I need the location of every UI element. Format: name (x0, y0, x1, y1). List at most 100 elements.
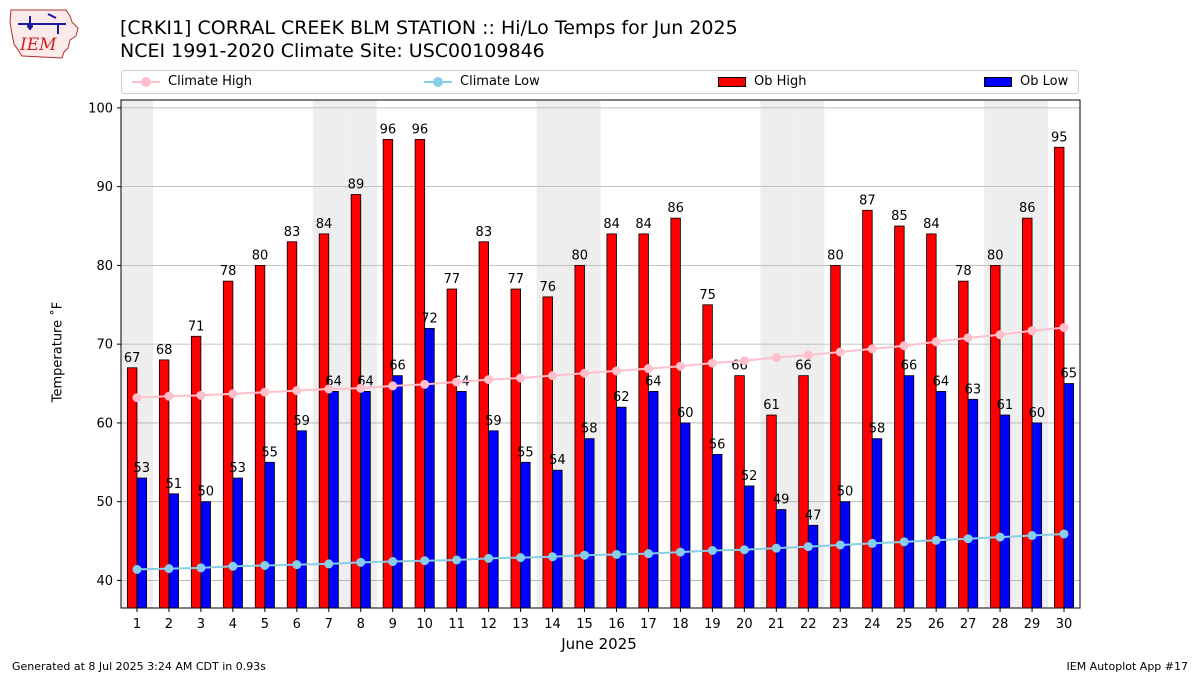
ob-low-value-label-day-21: 49 (773, 493, 790, 508)
ob-low-value-label-day-5: 55 (261, 445, 278, 460)
ob-high-value-label-day-15: 80 (571, 248, 588, 263)
climate-low-point-day-8 (356, 557, 366, 567)
ob-low-bar-day-24 (871, 438, 883, 609)
ob-high-value-label-day-19: 75 (699, 288, 716, 303)
ob-high-value-label-day-22: 66 (795, 359, 812, 374)
climate-high-point-day-25 (899, 341, 909, 351)
ob-high-bar-day-27 (958, 280, 969, 609)
x-tick-label-4: 4 (229, 617, 237, 632)
ob-high-value-label-day-11: 77 (444, 272, 461, 287)
x-tick-label-12: 12 (480, 617, 497, 632)
logo-text: IEM (19, 35, 57, 55)
ob-low-bar-day-5 (264, 461, 275, 609)
ob-low-bar-day-28 (999, 414, 1011, 609)
ob-low-value-label-day-13: 55 (517, 445, 534, 460)
ob-high-value-label-day-17: 84 (635, 217, 652, 232)
ob-low-value-label-day-3: 50 (197, 485, 214, 500)
ob-high-value-label-day-29: 86 (1019, 201, 1036, 216)
ob-low-value-label-day-19: 56 (709, 437, 726, 452)
climate-high-point-day-3 (196, 390, 206, 400)
ob-high-value-label-day-24: 87 (859, 193, 876, 208)
climate-low-point-day-13 (516, 553, 526, 563)
ob-low-value-label-day-28: 61 (997, 398, 1014, 413)
ob-high-value-label-day-26: 84 (923, 217, 940, 232)
climate-high-point-day-21 (771, 353, 781, 363)
climate-low-point-day-16 (611, 549, 621, 559)
climate-high-point-day-28 (995, 330, 1005, 340)
x-tick-label-29: 29 (1024, 617, 1041, 632)
x-tick-label-15: 15 (576, 617, 593, 632)
climate-low-point-day-29 (1027, 531, 1037, 541)
climate-low-point-day-25 (899, 537, 909, 547)
climate-low-point-day-11 (452, 555, 462, 565)
climate-high-line (136, 326, 1065, 399)
ob-high-bar-day-4 (222, 280, 234, 609)
climate-low-point-day-7 (324, 559, 334, 569)
climate-high-point-day-20 (739, 356, 749, 366)
ob-low-bar-day-6 (296, 430, 307, 609)
legend-item-climate-low: Climate Low (424, 74, 540, 89)
x-tick-label-19: 19 (704, 617, 721, 632)
ob-low-value-label-day-26: 64 (933, 374, 950, 389)
ob-low-value-label-day-20: 52 (741, 469, 758, 484)
climate-low-line (136, 532, 1065, 571)
ob-high-value-label-day-13: 77 (508, 272, 525, 287)
ob-low-bar-day-1 (136, 477, 147, 609)
ob-high-value-label-day-12: 83 (476, 225, 493, 240)
plot-frame (120, 99, 1081, 609)
ob-low-bar-day-4 (232, 477, 243, 609)
climate-low-point-day-22 (803, 542, 813, 552)
ob-low-bar-day-8 (360, 391, 371, 609)
climate-low-point-day-30 (1059, 529, 1069, 539)
ob-low-value-label-day-15: 58 (581, 422, 598, 437)
ob-high-bar-day-7 (318, 233, 330, 609)
y-tick-label-80: 80 (96, 259, 113, 274)
ob-low-bar-day-22 (807, 524, 819, 609)
climate-high-point-day-8 (356, 383, 366, 393)
ob-high-value-label-day-25: 85 (891, 209, 908, 224)
x-tick-label-24: 24 (864, 617, 881, 632)
y-tick-label-100: 100 (88, 101, 113, 116)
climate-high-line-marker-icon (132, 75, 160, 89)
climate-low-point-day-3 (196, 563, 206, 573)
ob-high-value-label-day-16: 84 (603, 217, 620, 232)
climate-high-point-day-2 (164, 391, 174, 401)
x-tick-label-13: 13 (512, 617, 529, 632)
climate-high-point-day-16 (611, 366, 621, 376)
climate-low-point-day-12 (484, 553, 494, 563)
climate-low-point-day-6 (292, 560, 302, 570)
x-tick-label-7: 7 (325, 617, 333, 632)
ob-low-bar-day-11 (456, 391, 467, 609)
ob-low-bar-day-23 (839, 501, 851, 609)
climate-high-point-day-14 (548, 371, 558, 381)
climate-high-point-day-11 (452, 377, 462, 387)
ob-high-value-label-day-6: 83 (284, 225, 301, 240)
y-tick-label-90: 90 (96, 180, 113, 195)
ob-low-value-label-day-18: 60 (677, 406, 694, 421)
climate-high-point-day-18 (675, 361, 685, 371)
ob-low-bar-day-18 (680, 422, 691, 609)
climate-low-point-day-4 (228, 561, 238, 571)
legend-item-ob-high: Ob High (718, 74, 807, 89)
climate-high-point-day-22 (803, 350, 813, 360)
ob-low-value-label-day-24: 58 (869, 422, 886, 437)
ob-low-value-label-day-12: 59 (485, 414, 502, 429)
ob-high-value-label-day-9: 96 (380, 122, 397, 137)
ob-high-value-label-day-14: 76 (539, 280, 556, 295)
x-tick-label-6: 6 (293, 617, 301, 632)
x-tick-label-11: 11 (448, 617, 465, 632)
ob-high-value-label-day-10: 96 (412, 122, 429, 137)
ob-high-value-label-day-7: 84 (316, 217, 333, 232)
ob-low-bar-day-14 (552, 469, 563, 609)
y-tick-label-70: 70 (96, 338, 113, 353)
chart-title: [CRKI1] CORRAL CREEK BLM STATION :: Hi/L… (120, 17, 738, 39)
legend-label-ob-high: Ob High (754, 74, 807, 89)
legend-label-climate-low: Climate Low (460, 74, 540, 89)
x-tick-label-5: 5 (261, 617, 269, 632)
ob-low-value-label-day-9: 66 (389, 359, 406, 374)
x-tick-label-3: 3 (197, 617, 205, 632)
ob-high-bar-day-19 (702, 304, 713, 609)
climate-low-point-day-28 (995, 532, 1005, 542)
ob-low-swatch-icon (984, 76, 1012, 87)
ob-high-value-label-day-5: 80 (252, 248, 269, 263)
